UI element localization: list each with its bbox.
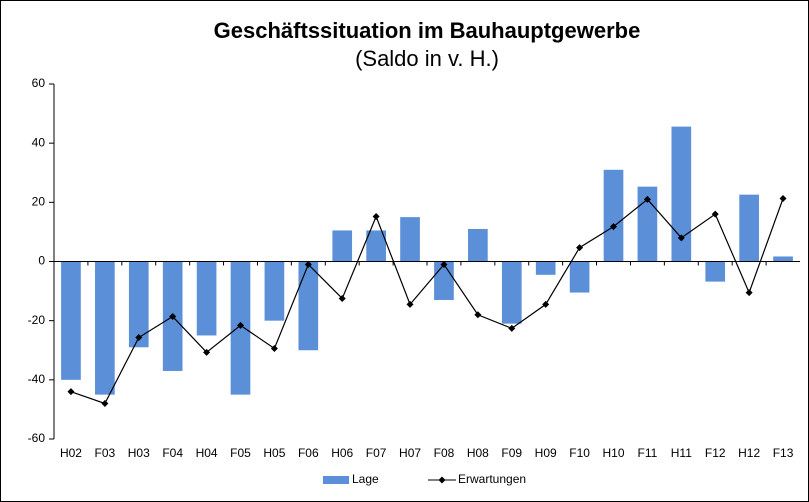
bar	[501, 261, 522, 324]
line-marker	[135, 334, 143, 342]
bar	[128, 261, 149, 348]
bar	[298, 261, 319, 351]
y-tick-label: 60	[32, 76, 46, 90]
line-marker	[169, 313, 177, 321]
x-tick-label: F07	[366, 446, 387, 460]
x-tick-label: F05	[230, 446, 251, 460]
x-tick-label: H03	[128, 446, 150, 460]
x-tick-label: F09	[501, 446, 522, 460]
x-tick-label: H07	[399, 446, 421, 460]
line-marker	[304, 260, 312, 268]
line-marker	[474, 311, 482, 319]
legend-swatch	[323, 476, 349, 484]
line	[70, 198, 784, 405]
line-marker	[779, 194, 787, 202]
bar	[61, 261, 81, 380]
line-marker	[372, 213, 380, 221]
y-tick-label: -20	[28, 313, 46, 327]
y-tick-label: 20	[32, 195, 46, 209]
line-marker	[610, 223, 617, 231]
x-tick-label: H05	[263, 446, 285, 460]
legend-label: Lage	[352, 472, 379, 486]
legend-marker	[438, 476, 446, 484]
x-tick-label: F11	[638, 446, 658, 460]
line-marker	[745, 289, 753, 297]
line-marker	[576, 244, 584, 252]
bar	[366, 230, 386, 262]
bar	[468, 228, 488, 262]
bar	[95, 261, 115, 395]
x-tick-label: H04	[196, 446, 218, 460]
chart-title: Geschäftssituation im Bauhauptgewerbe	[214, 18, 641, 43]
bar	[332, 230, 353, 262]
line-marker	[440, 260, 448, 268]
x-tick-label: F06	[298, 446, 319, 460]
bar	[603, 169, 624, 262]
bar	[196, 261, 217, 336]
bar	[739, 194, 759, 262]
line-marker	[101, 400, 109, 407]
x-tick-label: H11	[671, 446, 692, 460]
line-marker	[270, 344, 278, 352]
x-tick-label: F10	[569, 446, 590, 460]
x-tick-label: H02	[60, 446, 82, 460]
line-marker	[677, 234, 685, 242]
bar	[671, 126, 692, 262]
bar	[400, 217, 420, 262]
legend-label: Erwartungen	[458, 472, 526, 486]
x-tick-label: F03	[95, 446, 116, 460]
bar	[535, 261, 556, 275]
x-tick-label: H10	[602, 446, 624, 460]
line-marker	[67, 388, 75, 396]
x-tick-label: F13	[773, 446, 794, 460]
y-tick-label: -40	[28, 372, 46, 386]
line-marker	[406, 300, 414, 308]
line-marker	[237, 321, 244, 329]
y-tick-label: 40	[32, 135, 46, 149]
bar	[773, 256, 793, 262]
x-tick-label: H08	[467, 446, 489, 460]
line-marker	[542, 300, 550, 308]
bar	[569, 261, 590, 293]
x-tick-label: F08	[434, 446, 455, 460]
line-marker	[338, 294, 346, 302]
chart-subtitle: (Saldo in v. H.)	[355, 46, 499, 71]
x-tick-label: H06	[331, 446, 353, 460]
x-tick-label: H09	[535, 446, 557, 460]
bar	[264, 261, 285, 321]
x-tick-label: F12	[705, 446, 726, 460]
line-marker	[508, 324, 516, 332]
line-marker	[203, 348, 211, 356]
line-marker	[643, 195, 651, 203]
y-tick-label: -60	[28, 431, 46, 445]
x-tick-label: F04	[162, 446, 183, 460]
x-tick-label: H12	[738, 446, 760, 460]
bar	[705, 261, 726, 282]
line-marker	[711, 210, 719, 218]
y-tick-label: 0	[38, 254, 45, 268]
